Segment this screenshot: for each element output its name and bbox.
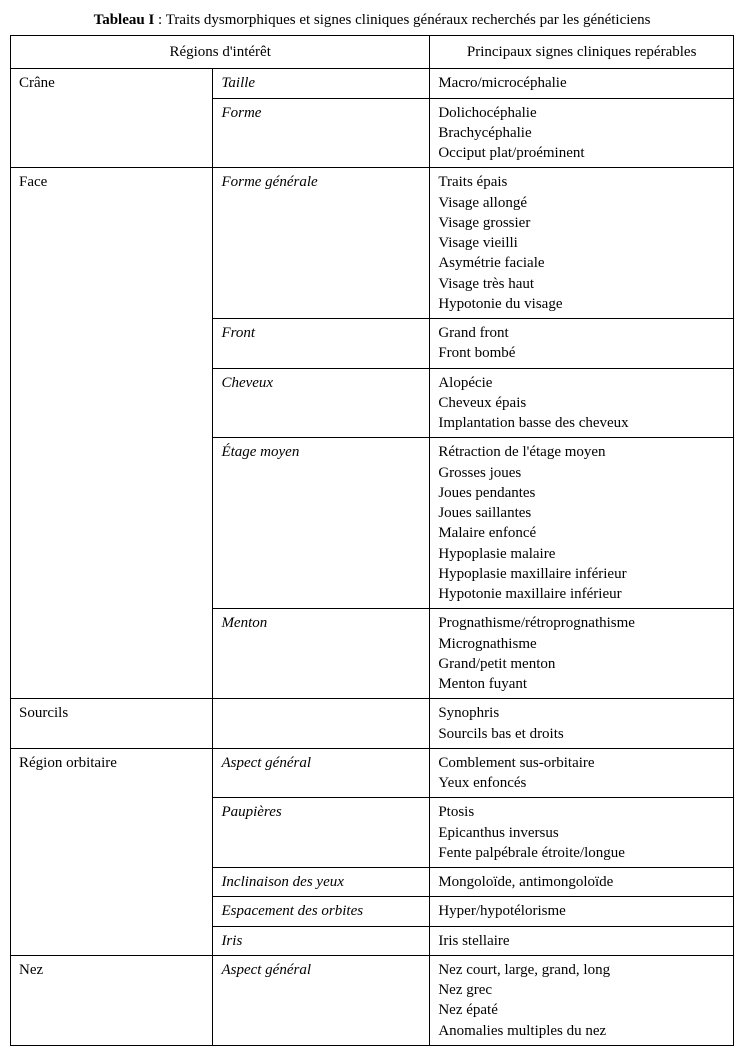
sign-item: Iris stellaire xyxy=(438,931,725,951)
table-row: Sourcils SynophrisSourcils bas et droits xyxy=(11,699,734,749)
table-row: NezAspect généralNez court, large, grand… xyxy=(11,955,734,1045)
table-header-row: Régions d'intérêt Principaux signes clin… xyxy=(11,36,734,69)
sign-item: Hypotonie maxillaire inférieur xyxy=(438,584,725,604)
subcategory-cell: Paupières xyxy=(213,798,430,868)
sign-item: Prognathisme/rétroprognathisme xyxy=(438,613,725,633)
region-cell: Sourcils xyxy=(11,699,213,749)
sign-item: Front bombé xyxy=(438,343,725,363)
subcategory-cell: Menton xyxy=(213,609,430,699)
subcategory-cell: Aspect général xyxy=(213,748,430,798)
header-signs: Principaux signes cliniques repérables xyxy=(430,36,734,69)
sign-item: Fente palpébrale étroite/longue xyxy=(438,843,725,863)
subcategory-cell: Espacement des orbites xyxy=(213,897,430,926)
signs-cell: Mongoloïde, antimongoloïde xyxy=(430,868,734,897)
sign-item: Joues saillantes xyxy=(438,503,725,523)
signs-cell: DolichocéphalieBrachycéphalieOcciput pla… xyxy=(430,98,734,168)
signs-cell: Hyper/hypotélorisme xyxy=(430,897,734,926)
sign-item: Nez grec xyxy=(438,980,725,1000)
sign-item: Implantation basse des cheveux xyxy=(438,413,725,433)
sign-item: Sourcils bas et droits xyxy=(438,724,725,744)
sign-item: Asymétrie faciale xyxy=(438,253,725,273)
sign-item: Visage grossier xyxy=(438,213,725,233)
sign-item: Hypoplasie malaire xyxy=(438,544,725,564)
sign-item: Hyper/hypotélorisme xyxy=(438,901,725,921)
signs-cell: SynophrisSourcils bas et droits xyxy=(430,699,734,749)
sign-item: Occiput plat/proéminent xyxy=(438,143,725,163)
sign-item: Menton fuyant xyxy=(438,674,725,694)
sign-item: Joues pendantes xyxy=(438,483,725,503)
table-row: FaceForme généraleTraits épaisVisage all… xyxy=(11,168,734,319)
subcategory-cell: Iris xyxy=(213,926,430,955)
sign-item: Cheveux épais xyxy=(438,393,725,413)
signs-cell: Comblement sus-orbitaireYeux enfoncés xyxy=(430,748,734,798)
subcategory-cell: Front xyxy=(213,319,430,369)
region-cell: Nez xyxy=(11,955,213,1045)
signs-cell: Prognathisme/rétroprognathismeMicrognath… xyxy=(430,609,734,699)
sign-item: Macro/microcéphalie xyxy=(438,73,725,93)
sign-item: Malaire enfoncé xyxy=(438,523,725,543)
subcategory-cell: Cheveux xyxy=(213,368,430,438)
sign-item: Grand/petit menton xyxy=(438,654,725,674)
subcategory-cell: Inclinaison des yeux xyxy=(213,868,430,897)
signs-cell: Rétraction de l'étage moyenGrosses joues… xyxy=(430,438,734,609)
subcategory-cell xyxy=(213,699,430,749)
sign-item: Visage vieilli xyxy=(438,233,725,253)
sign-item: Mongoloïde, antimongoloïde xyxy=(438,872,725,892)
table-row: Région orbitaireAspect généralComblement… xyxy=(11,748,734,798)
table-row: CrâneTailleMacro/microcéphalie xyxy=(11,69,734,98)
sign-item: Micrognathisme xyxy=(438,634,725,654)
region-cell: Face xyxy=(11,168,213,699)
sign-item: Epicanthus inversus xyxy=(438,823,725,843)
subcategory-cell: Aspect général xyxy=(213,955,430,1045)
table-caption: Tableau I : Traits dysmorphiques et sign… xyxy=(10,12,734,29)
signs-cell: Grand frontFront bombé xyxy=(430,319,734,369)
sign-item: Yeux enfoncés xyxy=(438,773,725,793)
subcategory-cell: Taille xyxy=(213,69,430,98)
signs-cell: Traits épaisVisage allongéVisage grossie… xyxy=(430,168,734,319)
sign-item: Ptosis xyxy=(438,802,725,822)
caption-text: : Traits dysmorphiques et signes cliniqu… xyxy=(154,12,650,28)
subcategory-cell: Forme xyxy=(213,98,430,168)
sign-item: Nez court, large, grand, long xyxy=(438,960,725,980)
signs-cell: AlopécieCheveux épaisImplantation basse … xyxy=(430,368,734,438)
sign-item: Visage allongé xyxy=(438,193,725,213)
region-cell: Région orbitaire xyxy=(11,748,213,955)
sign-item: Dolichocéphalie xyxy=(438,103,725,123)
signs-cell: PtosisEpicanthus inversusFente palpébral… xyxy=(430,798,734,868)
dysmorphic-table: Régions d'intérêt Principaux signes clin… xyxy=(10,35,734,1046)
sign-item: Traits épais xyxy=(438,172,725,192)
signs-cell: Nez court, large, grand, longNez grecNez… xyxy=(430,955,734,1045)
sign-item: Rétraction de l'étage moyen xyxy=(438,442,725,462)
sign-item: Grand front xyxy=(438,323,725,343)
caption-label: Tableau I xyxy=(94,12,155,28)
signs-cell: Macro/microcéphalie xyxy=(430,69,734,98)
sign-item: Anomalies multiples du nez xyxy=(438,1021,725,1041)
sign-item: Nez épaté xyxy=(438,1000,725,1020)
sign-item: Grosses joues xyxy=(438,463,725,483)
subcategory-cell: Étage moyen xyxy=(213,438,430,609)
sign-item: Visage très haut xyxy=(438,274,725,294)
sign-item: Synophris xyxy=(438,703,725,723)
sign-item: Brachycéphalie xyxy=(438,123,725,143)
subcategory-cell: Forme générale xyxy=(213,168,430,319)
sign-item: Alopécie xyxy=(438,373,725,393)
sign-item: Comblement sus-orbitaire xyxy=(438,753,725,773)
sign-item: Hypotonie du visage xyxy=(438,294,725,314)
region-cell: Crâne xyxy=(11,69,213,168)
sign-item: Hypoplasie maxillaire inférieur xyxy=(438,564,725,584)
header-regions: Régions d'intérêt xyxy=(11,36,430,69)
signs-cell: Iris stellaire xyxy=(430,926,734,955)
